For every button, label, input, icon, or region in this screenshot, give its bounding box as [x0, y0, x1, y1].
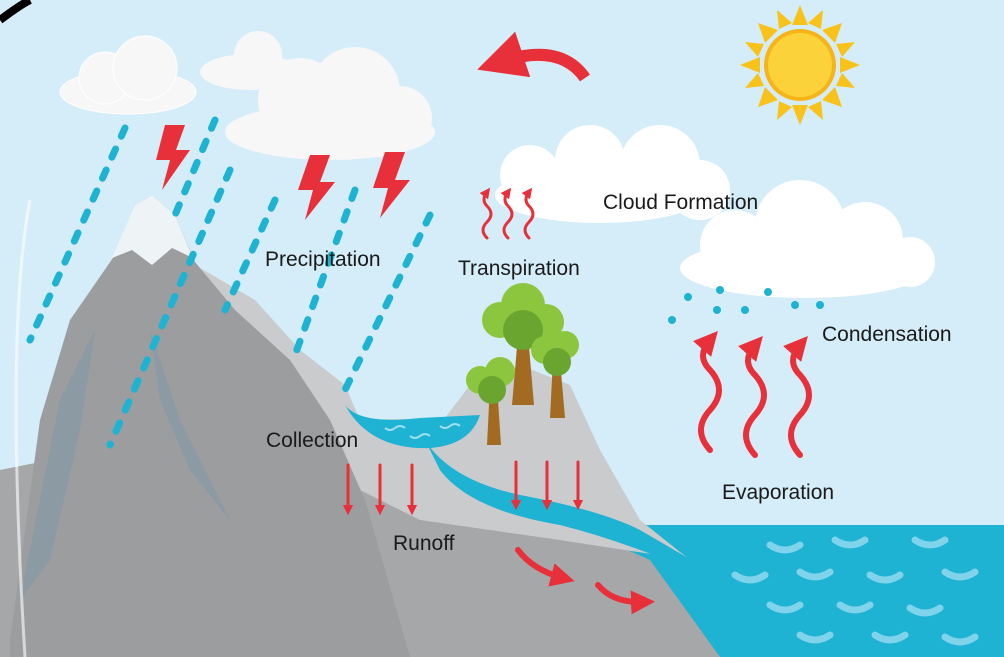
condensation-drops-part — [684, 293, 692, 301]
label: Evaporation — [722, 481, 834, 504]
cloud-part — [500, 145, 560, 205]
condensation-drops-part — [741, 306, 749, 314]
sun — [740, 5, 860, 125]
condensation-drops-part — [668, 316, 676, 324]
cloud-part — [368, 86, 432, 150]
label: Cloud Formation — [603, 191, 758, 214]
label: Collection — [266, 429, 358, 452]
condensation-drops-part — [764, 288, 772, 296]
page: Water Cycle html, body { margin: 0; padd… — [0, 0, 1004, 657]
condensation-drops-part — [791, 301, 799, 309]
condensation-drops-part — [816, 301, 824, 309]
cloud-part — [555, 125, 625, 195]
label: Condensation — [822, 323, 952, 346]
label: Transpiration — [458, 257, 580, 280]
trees-part — [543, 348, 571, 376]
condensation-drops-part — [713, 306, 721, 314]
water-cycle-diagram: Precipitation Transpiration Cloud Format… — [0, 0, 1004, 657]
sun-part — [768, 33, 832, 97]
label: Runoff — [393, 532, 455, 555]
condensation-drops-part — [716, 286, 724, 294]
label: Precipitation — [265, 248, 381, 271]
body: {"labels": {"precipitation": "Precipitat… — [0, 0, 1004, 657]
cloud-part — [885, 237, 935, 287]
trees-part — [478, 376, 506, 404]
cloud-part — [113, 36, 177, 100]
